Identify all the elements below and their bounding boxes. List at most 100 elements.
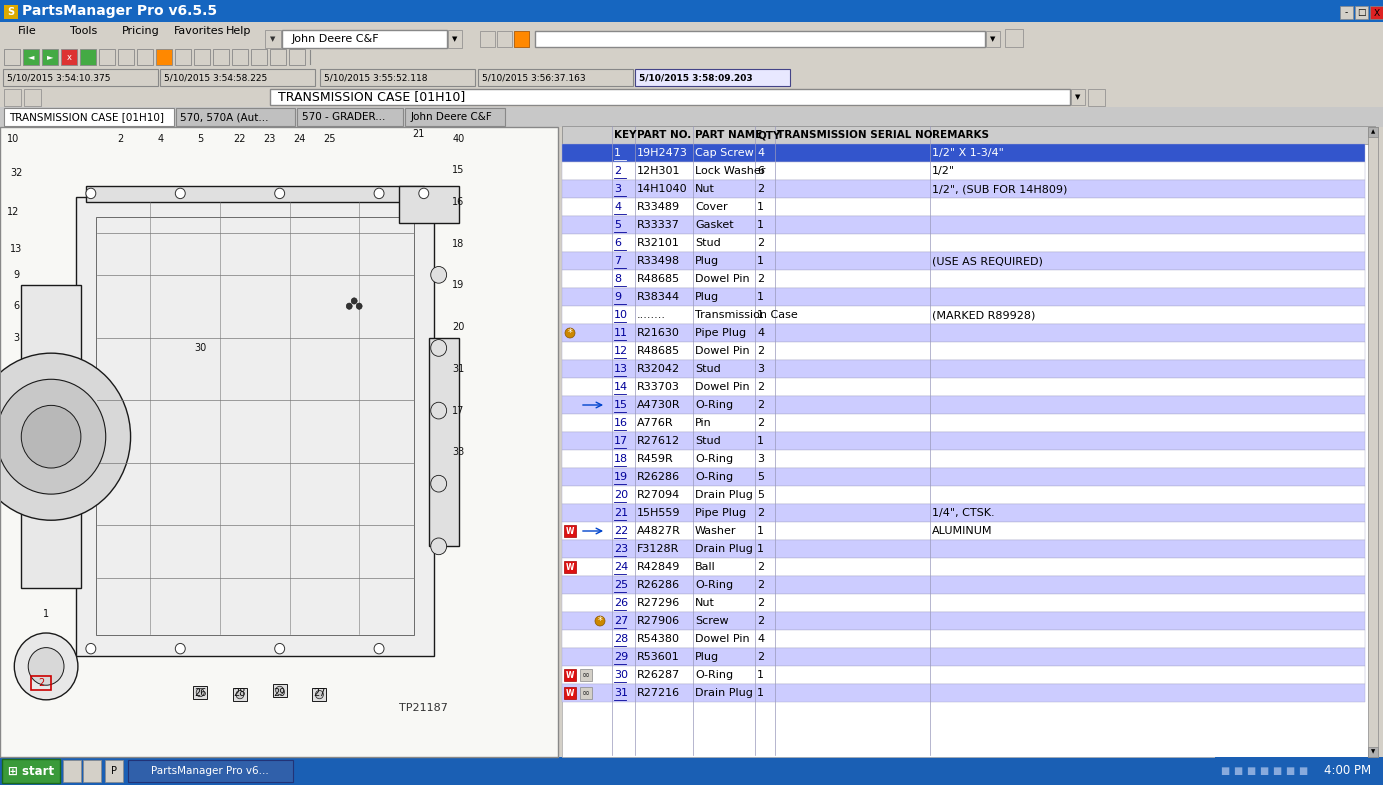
Bar [561, 252, 1365, 270]
Bar [561, 594, 1365, 612]
Text: Drain Plug: Drain Plug [696, 544, 752, 554]
Bar [561, 414, 1365, 432]
Text: 15: 15 [614, 400, 628, 410]
Bar [80, 49, 95, 65]
Circle shape [357, 303, 362, 309]
Text: Plug: Plug [696, 256, 719, 266]
Text: Pricing: Pricing [122, 26, 160, 36]
Text: 2: 2 [757, 652, 765, 662]
Text: Nut: Nut [696, 184, 715, 194]
Text: 1: 1 [757, 220, 763, 230]
Text: 10: 10 [7, 134, 19, 144]
Text: 10: 10 [614, 310, 628, 320]
Text: TP21187: TP21187 [398, 703, 448, 714]
Text: 4: 4 [757, 148, 765, 158]
Bar [0, 22, 1383, 40]
Bar [561, 216, 1365, 234]
Text: 1: 1 [757, 526, 763, 536]
Bar [0, 127, 557, 757]
Text: 22: 22 [614, 526, 628, 536]
Text: 2: 2 [757, 274, 765, 284]
Text: R33498: R33498 [638, 256, 680, 266]
Text: O-Ring: O-Ring [696, 400, 733, 410]
Text: R32042: R32042 [638, 364, 680, 374]
Text: 5: 5 [196, 134, 203, 144]
Bar [561, 126, 1375, 144]
Bar [176, 108, 295, 126]
Text: *: * [597, 616, 603, 626]
Text: REMARKS: REMARKS [932, 130, 989, 140]
Circle shape [595, 616, 604, 626]
Text: Pin: Pin [696, 418, 712, 428]
Bar [118, 49, 134, 65]
Text: O-Ring: O-Ring [696, 580, 733, 590]
Text: Ball: Ball [696, 562, 716, 572]
Text: 24: 24 [614, 562, 628, 572]
Text: KEY: KEY [614, 130, 636, 140]
Bar [561, 468, 1365, 486]
Text: Lock Washer: Lock Washer [696, 166, 765, 176]
Bar [1088, 89, 1105, 106]
Text: W: W [566, 670, 574, 680]
Text: 12: 12 [614, 346, 628, 356]
Text: 9: 9 [14, 270, 19, 279]
Text: 24: 24 [293, 134, 306, 144]
Text: Dowel Pin: Dowel Pin [696, 346, 750, 356]
Bar [1355, 6, 1368, 19]
Text: 6: 6 [614, 238, 621, 248]
Text: 6: 6 [14, 301, 19, 311]
Text: 2: 2 [37, 678, 44, 688]
Bar [0, 757, 1383, 785]
Bar [561, 450, 1365, 468]
Text: PART NAME: PART NAME [696, 130, 762, 140]
Bar [213, 49, 230, 65]
Circle shape [86, 188, 95, 199]
Text: 1/2": 1/2" [932, 166, 956, 176]
Text: W: W [566, 688, 574, 698]
Text: A776R: A776R [638, 418, 674, 428]
Bar [561, 144, 1365, 162]
Text: P: P [111, 766, 118, 776]
Text: ■: ■ [1220, 766, 1229, 776]
Text: 13: 13 [614, 364, 628, 374]
Text: O-Ring: O-Ring [696, 670, 733, 680]
Circle shape [86, 644, 95, 654]
Text: ▼: ▼ [452, 36, 458, 42]
Text: TRANSMISSION SERIAL NO.: TRANSMISSION SERIAL NO. [777, 130, 936, 140]
Text: Cover: Cover [696, 202, 727, 212]
Text: R33703: R33703 [638, 382, 680, 392]
Bar [160, 69, 315, 86]
Text: R26286: R26286 [638, 580, 680, 590]
Bar [561, 558, 1365, 576]
Bar [535, 31, 985, 47]
Text: 25: 25 [324, 134, 336, 144]
Text: 27: 27 [313, 688, 325, 698]
Bar [1005, 29, 1023, 47]
Bar [232, 49, 248, 65]
Bar [561, 666, 1365, 684]
Bar [561, 270, 1365, 288]
Text: Gasket: Gasket [696, 220, 733, 230]
Text: 2: 2 [757, 400, 765, 410]
Bar [579, 687, 592, 699]
Bar [561, 504, 1365, 522]
Text: Stud: Stud [696, 238, 721, 248]
Text: 3: 3 [757, 364, 763, 374]
Text: 1: 1 [757, 256, 763, 266]
Bar [24, 49, 39, 65]
Text: 6: 6 [757, 166, 763, 176]
Text: 30: 30 [194, 343, 206, 353]
Text: Pipe Plug: Pipe Plug [696, 328, 745, 338]
Text: 1: 1 [757, 202, 763, 212]
Text: 5/10/2015 3:56:37.163: 5/10/2015 3:56:37.163 [483, 74, 585, 82]
Bar [561, 378, 1365, 396]
Bar [561, 630, 1365, 648]
Text: 5: 5 [757, 472, 763, 482]
Text: 28: 28 [614, 634, 628, 644]
Bar [561, 486, 1365, 504]
Circle shape [275, 188, 285, 199]
Text: 1/2" X 1-3/4": 1/2" X 1-3/4" [932, 148, 1004, 158]
Text: PartsManager Pro v6...: PartsManager Pro v6... [151, 766, 268, 776]
Text: ■: ■ [1285, 766, 1294, 776]
Text: 2: 2 [757, 382, 765, 392]
